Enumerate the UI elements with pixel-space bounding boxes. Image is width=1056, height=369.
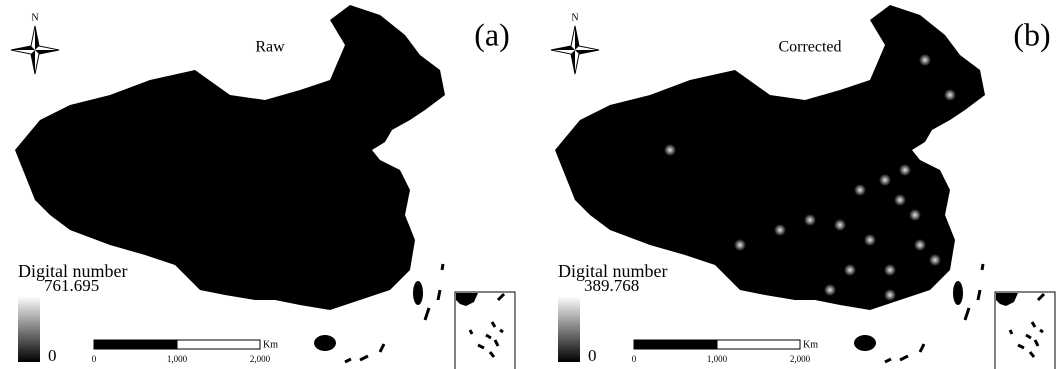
legend-gradient [18,296,40,362]
city-light [854,184,866,196]
city-light [884,264,896,276]
panel-label: (b) [1013,16,1050,52]
island [854,335,876,351]
panel-title: Corrected [778,39,841,56]
city-light [929,144,941,156]
city-light [929,254,941,266]
figure: N(a)RawDigital number761.695001,0002,000… [0,0,1056,369]
north-arrow: N [551,12,599,74]
legend-max: 389.768 [584,276,639,295]
north-label: N [31,12,38,23]
city-light [864,234,876,246]
city-light [844,264,856,276]
scale-bar-tick: 2,000 [790,354,811,364]
city-light [664,144,676,156]
scale-bar-black [634,340,717,349]
scale-bar-black [94,340,177,349]
panel-label: (a) [474,16,510,52]
island [314,335,336,351]
inset-map [455,292,515,369]
scale-bar-tick: 1,000 [707,354,728,364]
city-light [804,214,816,226]
scale-bar-white [717,340,800,349]
scale-bar-tick: 2,000 [250,354,271,364]
scale-bar-unit: Km [263,339,278,350]
north-arrow: N [11,12,59,74]
legend-min: 0 [588,346,597,365]
city-light [879,174,891,186]
scale-bar-tick: 1,000 [167,354,188,364]
inset-map [995,292,1055,369]
north-label: N [571,12,578,23]
scale-bar-white [177,340,260,349]
city-light [884,289,896,301]
city-light [909,209,921,221]
city-light [899,164,911,176]
scale-bar-tick: 0 [92,354,97,364]
legend-max: 761.695 [44,276,99,295]
city-light [919,54,931,66]
panel-title: Raw [255,39,285,56]
city-light [914,239,926,251]
city-light [894,194,906,206]
city-light [944,89,956,101]
city-light [774,224,786,236]
legend-gradient [558,296,580,362]
city-light [734,239,746,251]
scale-bar-tick: 0 [632,354,637,364]
city-light [834,219,846,231]
island [413,281,423,305]
scale-bar-unit: Km [803,339,818,350]
legend-min: 0 [48,346,57,365]
island [953,281,963,305]
city-light [824,284,836,296]
